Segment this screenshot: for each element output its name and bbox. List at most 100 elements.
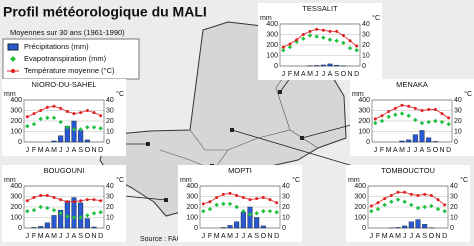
y-tick-label: 400 bbox=[354, 183, 366, 190]
precip-bar bbox=[426, 137, 432, 143]
etp-marker bbox=[78, 215, 83, 220]
etp-marker bbox=[406, 113, 411, 118]
temperature-marker bbox=[25, 115, 29, 119]
y2-tick-label: 40 bbox=[450, 183, 458, 190]
y2-tick-label: 40 bbox=[362, 21, 370, 28]
temperature-marker bbox=[447, 116, 451, 120]
etp-marker bbox=[386, 114, 391, 119]
chart-title: TOMBOUCTOU bbox=[381, 166, 435, 175]
temperature-marker bbox=[376, 201, 380, 205]
y2-tick-label: 30 bbox=[450, 193, 458, 200]
x-tick-label: D bbox=[98, 233, 103, 240]
y-tick-label: 0 bbox=[274, 63, 278, 70]
etp-marker bbox=[38, 204, 43, 210]
y-axis-label: mm bbox=[260, 15, 272, 22]
map-regions bbox=[159, 51, 319, 175]
etp-marker bbox=[369, 209, 374, 214]
temperature-marker bbox=[215, 196, 219, 200]
temperature-marker bbox=[52, 104, 56, 108]
temperature-marker bbox=[72, 200, 76, 204]
y2-tick-label: 40 bbox=[282, 183, 290, 190]
etp-marker bbox=[393, 112, 398, 117]
x-tick-label: O bbox=[85, 233, 91, 240]
y2-tick-label: 20 bbox=[106, 118, 114, 125]
y2-axis-label: °C bbox=[292, 176, 300, 184]
temperature-marker bbox=[355, 44, 359, 48]
etp-marker bbox=[409, 202, 414, 208]
etp-marker bbox=[85, 125, 90, 130]
y-tick-label: 400 bbox=[10, 97, 22, 104]
precip-bar bbox=[71, 197, 77, 229]
etp-marker bbox=[58, 211, 63, 216]
temperature-marker bbox=[59, 106, 63, 110]
precip-bar bbox=[399, 140, 405, 143]
etp-marker bbox=[58, 119, 63, 125]
etp-marker bbox=[91, 211, 97, 216]
etp-marker bbox=[399, 111, 405, 116]
y-tick-label: 200 bbox=[10, 204, 22, 211]
temperature-marker bbox=[221, 192, 225, 196]
precip-bar bbox=[51, 215, 57, 229]
temperature-marker bbox=[85, 198, 89, 202]
etp-marker bbox=[439, 119, 445, 125]
y2-tick-label: 0 bbox=[454, 139, 458, 146]
etp-marker bbox=[31, 121, 37, 127]
temperature-marker bbox=[261, 196, 265, 200]
etp-marker bbox=[227, 201, 233, 207]
y-axis-label: mm bbox=[4, 177, 16, 184]
precip-bar bbox=[31, 227, 37, 229]
precip-bar bbox=[227, 225, 233, 229]
y-axis-label: mm bbox=[348, 177, 360, 184]
chart-title: MOPTI bbox=[228, 166, 252, 175]
etp-marker bbox=[247, 212, 253, 217]
y-tick-label: 300 bbox=[266, 31, 278, 38]
etp-marker bbox=[78, 127, 83, 132]
y-tick-label: 200 bbox=[10, 118, 22, 125]
x-tick-label: M bbox=[382, 233, 388, 240]
precip-bar bbox=[320, 64, 326, 67]
plot-frame bbox=[279, 23, 361, 67]
x-tick-label: D bbox=[274, 233, 279, 240]
temperature-marker bbox=[328, 29, 332, 33]
y-tick-label: 400 bbox=[266, 21, 278, 28]
y-tick-label: 300 bbox=[354, 193, 366, 200]
temperature-marker bbox=[255, 197, 259, 201]
temperature-marker bbox=[99, 199, 103, 203]
chart-title: TESSALIT bbox=[302, 4, 338, 13]
precip-bar bbox=[58, 209, 64, 229]
temperature-marker bbox=[321, 28, 325, 32]
etp-marker bbox=[65, 214, 70, 219]
etp-marker bbox=[45, 205, 50, 211]
chart-panel bbox=[258, 3, 382, 80]
y-axis-label: mm bbox=[180, 177, 192, 184]
etp-marker bbox=[51, 115, 57, 121]
temperature-marker bbox=[443, 203, 447, 207]
y2-tick-label: 0 bbox=[106, 225, 110, 232]
precip-bar bbox=[91, 226, 97, 229]
temperature-marker bbox=[403, 190, 407, 194]
x-tick-label: J bbox=[59, 147, 63, 154]
y2-tick-label: 20 bbox=[106, 204, 114, 211]
temperature-marker bbox=[32, 196, 36, 200]
temperature-marker bbox=[433, 107, 437, 111]
precip-bar bbox=[314, 65, 320, 67]
temperature-marker bbox=[393, 106, 397, 110]
x-tick-label: D bbox=[354, 71, 359, 78]
y-tick-label: 0 bbox=[194, 225, 198, 232]
etp-marker bbox=[214, 202, 219, 208]
y2-tick-label: 0 bbox=[282, 225, 286, 232]
etp-marker bbox=[221, 201, 226, 207]
etp-marker bbox=[426, 119, 431, 125]
etp-marker bbox=[373, 120, 378, 126]
precip-bar bbox=[334, 64, 340, 67]
temperature-marker bbox=[383, 197, 387, 201]
x-tick-label: O bbox=[85, 147, 91, 154]
etp-marker bbox=[98, 210, 103, 215]
precip-bar bbox=[44, 222, 50, 229]
y2-tick-label: 20 bbox=[362, 42, 370, 49]
chart-title: MENAKA bbox=[396, 80, 428, 89]
precip-bar bbox=[408, 221, 414, 229]
etp-marker bbox=[382, 202, 387, 208]
temperature-marker bbox=[235, 193, 239, 197]
